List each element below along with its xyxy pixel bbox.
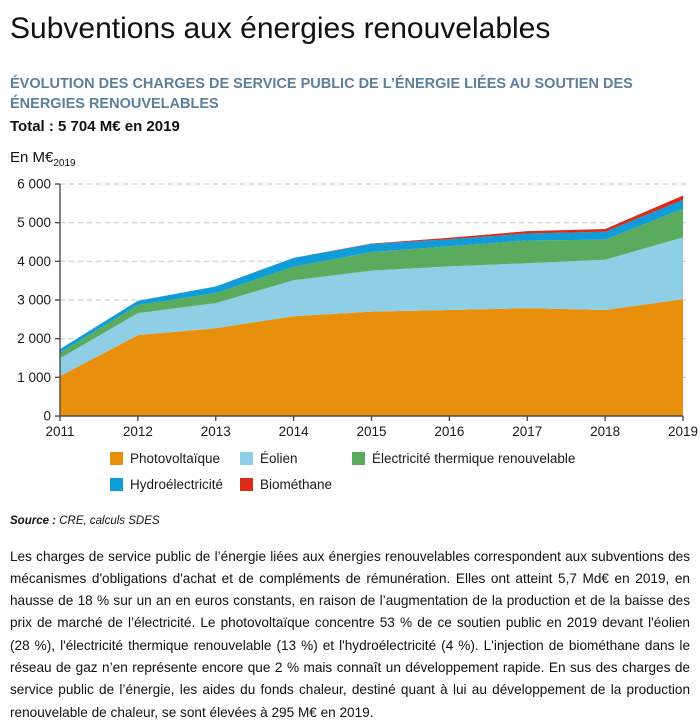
chart-title: ÉVOLUTION DES CHARGES DE SERVICE PUBLIC … — [10, 75, 633, 112]
area-eolien — [60, 236, 683, 376]
y-tick-label: 3 000 — [17, 292, 51, 307]
legend-item-hydroelectricite: Hydroélectricité — [110, 477, 240, 492]
legend-label-eolien: Éolien — [260, 450, 298, 466]
legend-item-eolien: Éolien — [240, 451, 352, 466]
legend-label-photovoltaique: Photovoltaïque — [130, 450, 221, 466]
source-text: CRE, calculs SDES — [59, 514, 160, 527]
source-label: Source : — [10, 514, 57, 527]
y-tick-label: 1 000 — [17, 369, 51, 384]
x-tick-label: 2011 — [45, 424, 74, 439]
legend-label-biomethane: Biométhane — [260, 476, 333, 492]
area-photovoltaique — [60, 298, 683, 416]
x-tick-label: 2013 — [201, 424, 231, 439]
legend-item-photovoltaique: Photovoltaïque — [110, 451, 240, 466]
y-tick-label: 6 000 — [17, 176, 51, 191]
unit-subscript: 2019 — [53, 157, 76, 169]
x-tick-label: 2019 — [668, 424, 698, 439]
legend-item-electricite-thermique: Électricité thermique renouvelable — [352, 451, 690, 466]
source-line: Source : CRE, calculs SDES — [10, 515, 690, 527]
legend-label-electricite-thermique: Électricité thermique renouvelable — [372, 450, 576, 466]
x-tick-label: 2018 — [590, 424, 620, 439]
legend-swatch-biomethane-icon — [240, 477, 253, 491]
x-tick-label: 2017 — [512, 424, 542, 439]
x-tick-label: 2016 — [434, 424, 464, 439]
x-tick-labels: 2011 2012 2013 2014 2015 2016 2017 2018 2019 — [45, 415, 698, 439]
chart-legend: Photovoltaïque Éolien Électricité thermi… — [10, 451, 690, 492]
x-tick-label: 2012 — [123, 424, 153, 439]
area-hydroelectricite — [60, 199, 683, 353]
legend-label-hydroelectricite: Hydroélectricité — [130, 476, 224, 492]
body-paragraph: Les charges de service public de l’énerg… — [10, 548, 690, 720]
legend-item-biomethane: Biométhane — [240, 477, 352, 492]
x-tick-label: 2014 — [279, 424, 310, 439]
x-tick-label: 2015 — [356, 424, 386, 439]
legend-swatch-photovoltaique-icon — [110, 451, 123, 465]
y-tick-label: 0 — [43, 408, 51, 423]
legend-swatch-eolien-icon — [240, 451, 253, 465]
total-2019-label: Total : 5 704 M€ en 2019 — [10, 117, 180, 135]
y-tick-label: 2 000 — [17, 331, 51, 346]
y-tick-labels: 0 1 000 2 000 3 000 4 000 5 000 6 000 — [17, 176, 60, 423]
y-tick-label: 4 000 — [17, 253, 51, 268]
legend-swatch-electricite-thermique-icon — [352, 451, 365, 465]
y-tick-label: 5 000 — [17, 215, 51, 230]
area-electricite-thermique-renouvelable — [60, 208, 683, 358]
legend-swatch-hydroelectricite-icon — [110, 477, 123, 491]
y-axis-unit-label: En M€2019 — [10, 149, 690, 169]
page-title: Subventions aux énergies renouvelables — [10, 12, 551, 45]
unit-prefix: En M€ — [10, 148, 54, 166]
